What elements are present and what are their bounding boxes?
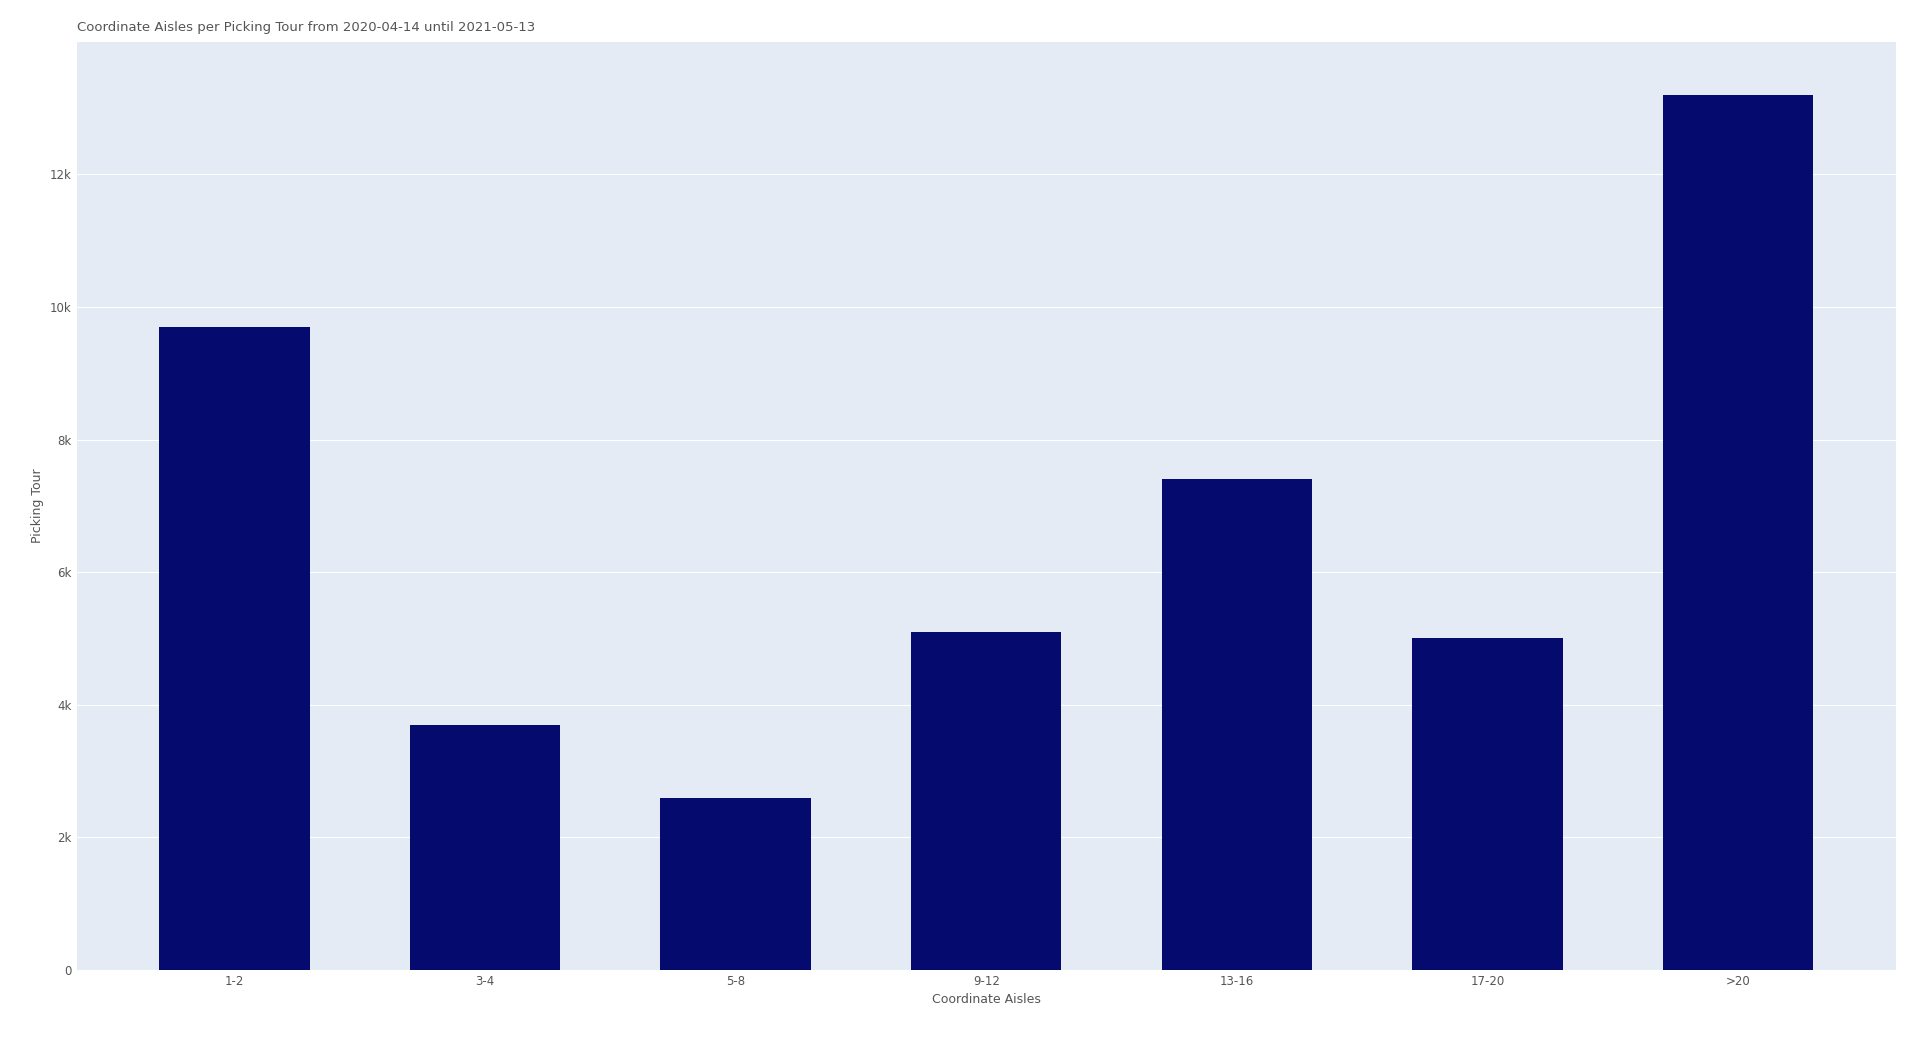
Bar: [159, 326, 310, 970]
Bar: [1162, 480, 1311, 970]
Y-axis label: Picking Tour: Picking Tour: [31, 468, 44, 543]
Bar: [1661, 95, 1813, 970]
Bar: [410, 725, 561, 970]
Bar: [911, 632, 1060, 970]
Text: Coordinate Aisles per Picking Tour from 2020-04-14 until 2021-05-13: Coordinate Aisles per Picking Tour from …: [77, 21, 534, 33]
Bar: [660, 798, 810, 970]
X-axis label: Coordinate Aisles: Coordinate Aisles: [932, 993, 1039, 1006]
Bar: [1411, 638, 1562, 970]
